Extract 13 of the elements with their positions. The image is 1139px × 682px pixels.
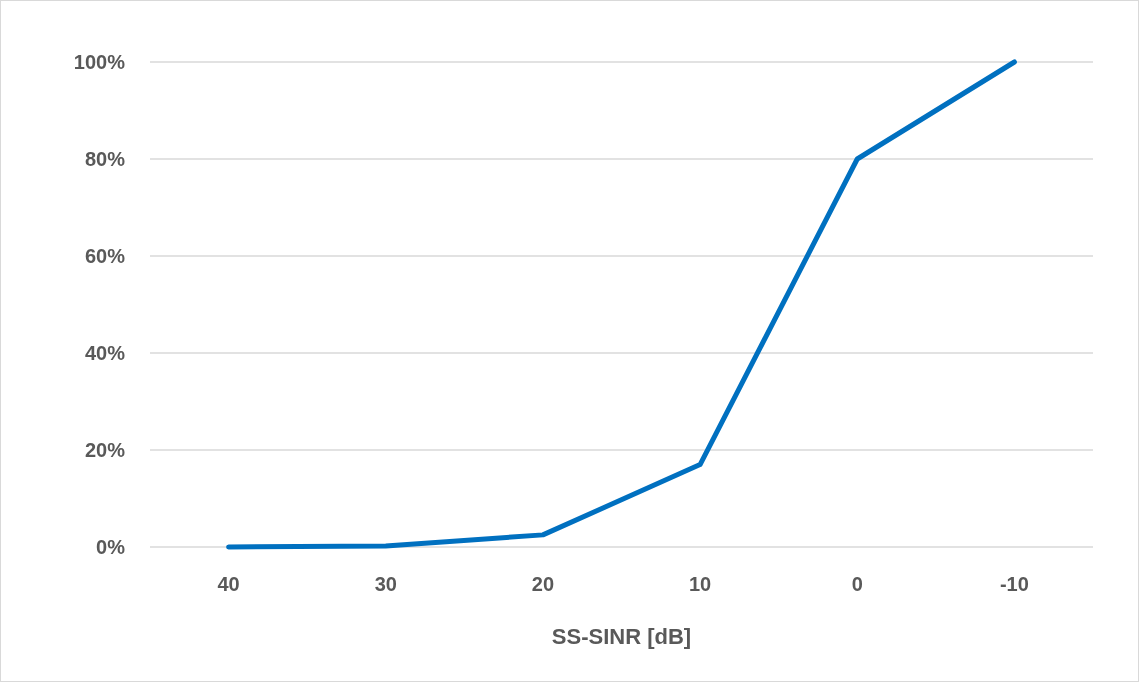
y-tick-label: 0% [96,536,126,558]
x-tick-label: 0 [851,573,863,595]
x-tick-label: 40 [217,573,240,595]
y-tick-label: 100% [73,51,126,73]
y-tick-label: 20% [84,439,126,461]
x-tick-label: 10 [688,573,712,595]
y-tick-label: 40% [84,342,126,364]
x-axis-title: SS-SINR [dB] [551,624,692,649]
x-tick-label: 20 [531,573,555,595]
y-tick-label: 60% [84,245,126,267]
x-tick-label: -10 [999,573,1029,595]
y-tick-label: 80% [84,148,126,170]
x-tick-label: 30 [374,573,397,595]
